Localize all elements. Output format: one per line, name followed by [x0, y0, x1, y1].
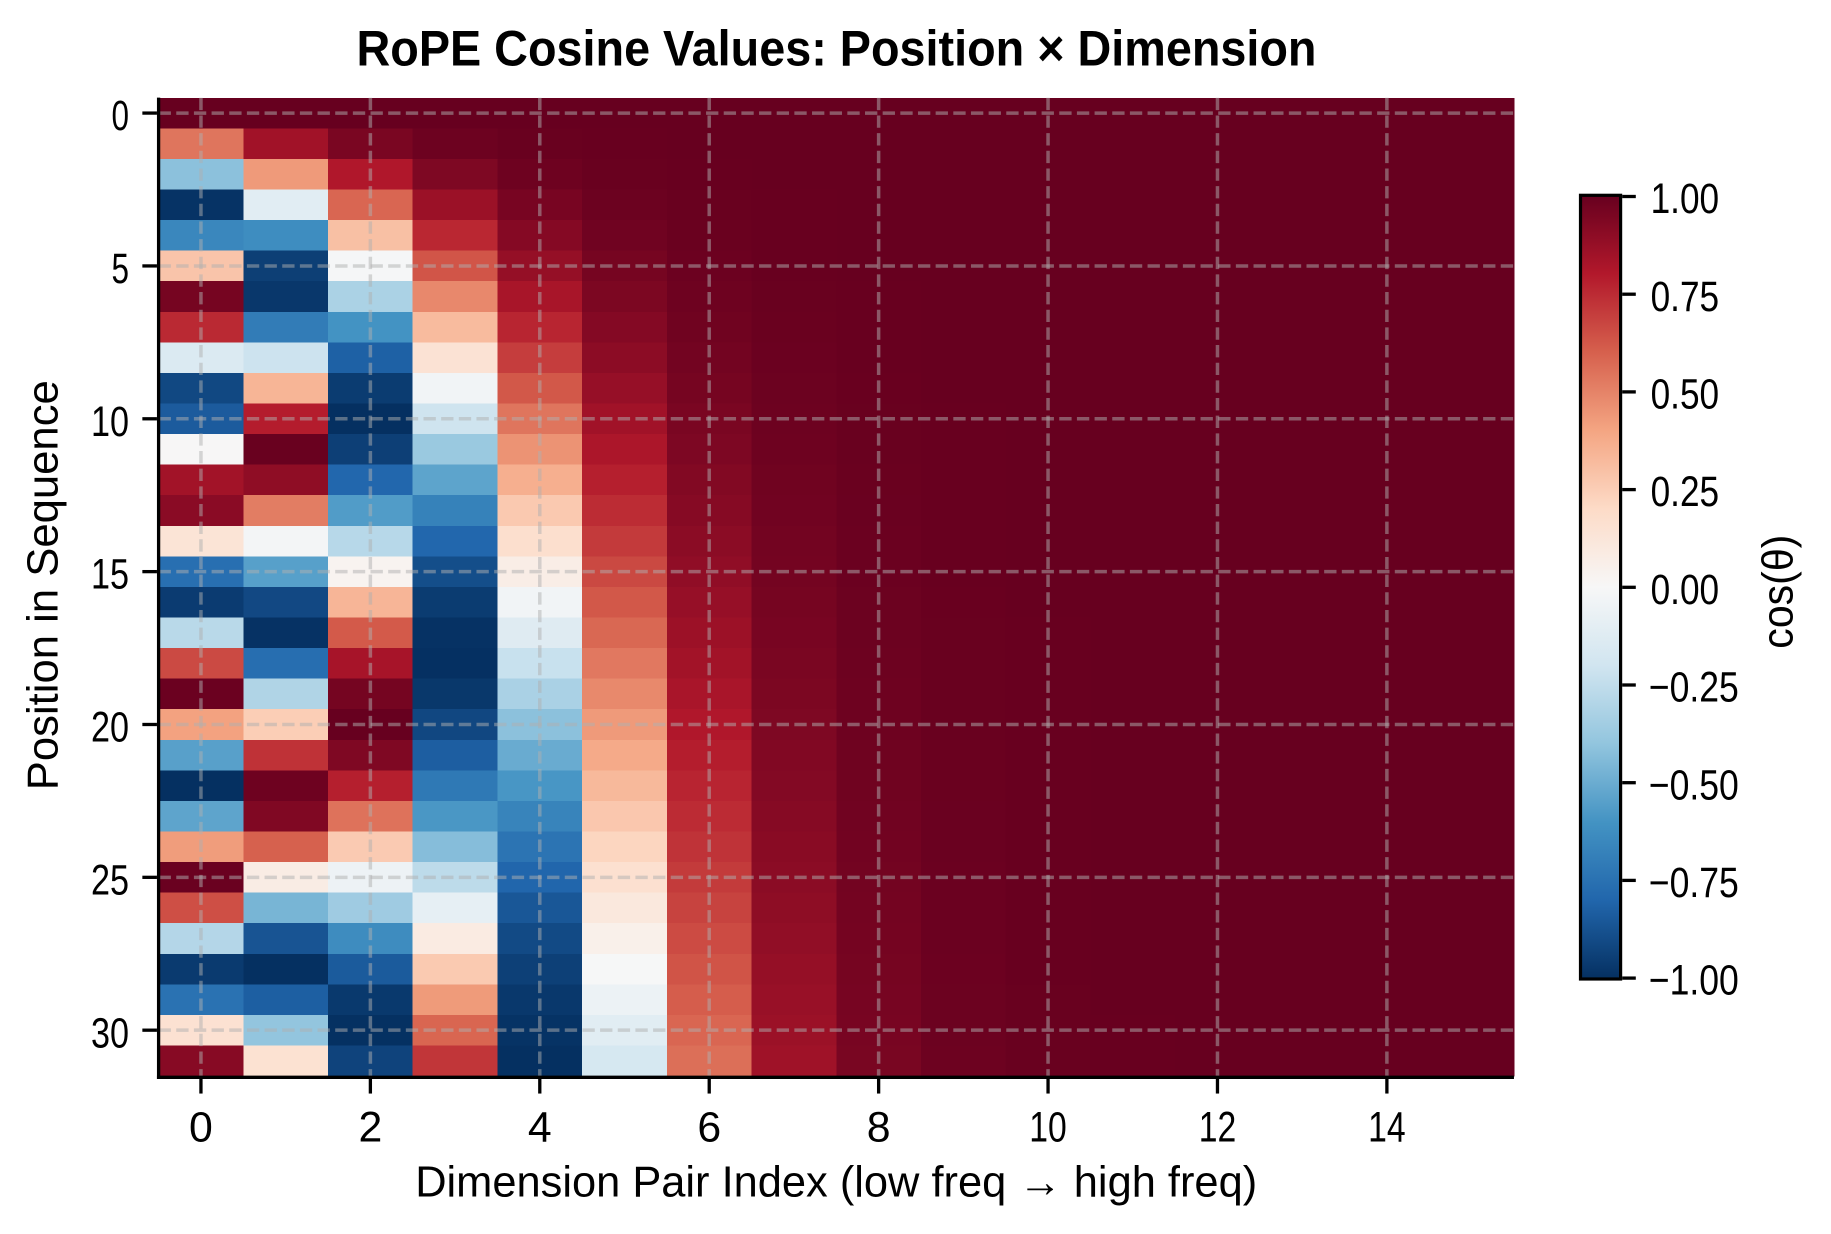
svg-text:4: 4	[528, 1104, 552, 1152]
svg-text:1.00: 1.00	[1651, 175, 1720, 223]
svg-text:RoPE Cosine Values: Position ×: RoPE Cosine Values: Position × Dimension	[357, 21, 1317, 77]
svg-text:0.25: 0.25	[1651, 468, 1720, 516]
svg-text:−0.50: −0.50	[1649, 761, 1739, 809]
svg-text:Position in Sequence: Position in Sequence	[20, 380, 68, 790]
svg-text:0: 0	[112, 92, 130, 140]
svg-text:6: 6	[697, 1104, 721, 1152]
svg-text:2: 2	[358, 1104, 382, 1152]
svg-text:8: 8	[867, 1104, 891, 1152]
svg-text:−0.25: −0.25	[1649, 664, 1739, 712]
svg-text:cos(θ): cos(θ)	[1755, 535, 1803, 649]
svg-text:14: 14	[1368, 1104, 1406, 1152]
svg-text:Dimension Pair Index (low freq: Dimension Pair Index (low freq → high fr…	[415, 1159, 1257, 1207]
svg-text:25: 25	[91, 856, 129, 904]
svg-text:−1.00: −1.00	[1649, 957, 1739, 1005]
svg-text:0.75: 0.75	[1651, 273, 1720, 321]
svg-text:12: 12	[1199, 1104, 1237, 1152]
svg-text:5: 5	[112, 245, 130, 293]
svg-text:15: 15	[91, 551, 129, 599]
svg-text:10: 10	[91, 398, 129, 446]
svg-text:−0.75: −0.75	[1649, 859, 1739, 907]
svg-text:20: 20	[91, 704, 129, 752]
svg-text:0.00: 0.00	[1651, 566, 1720, 614]
svg-text:0.50: 0.50	[1651, 371, 1720, 419]
svg-text:10: 10	[1029, 1104, 1067, 1152]
svg-text:30: 30	[91, 1009, 129, 1057]
svg-text:0: 0	[189, 1104, 213, 1152]
